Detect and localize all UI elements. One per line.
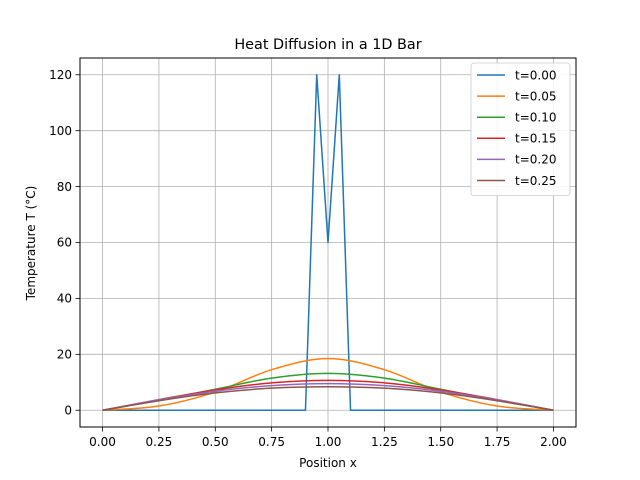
x-tick-label: 0.50 xyxy=(202,435,229,449)
y-axis-label: Temperature T (°C) xyxy=(24,186,38,302)
y-tick-label: 40 xyxy=(57,292,72,306)
legend-label: t=0.05 xyxy=(515,89,556,103)
series-line-t=0.05 xyxy=(102,357,554,411)
x-tick-label: 1.25 xyxy=(371,435,398,449)
y-tick-label: 60 xyxy=(57,236,72,250)
x-tick-label: 0.75 xyxy=(258,435,285,449)
x-tick-label: 1.50 xyxy=(427,435,454,449)
y-axis-ticks: 0 20 40 60 80 100 120 xyxy=(49,68,80,417)
x-tick-label: 1.75 xyxy=(484,435,511,449)
y-tick-label: 20 xyxy=(57,348,72,362)
legend-label: t=0.25 xyxy=(515,174,556,188)
series-line-t=0.25 xyxy=(102,386,554,411)
legend-label: t=0.20 xyxy=(515,153,556,167)
chart-title: Heat Diffusion in a 1D Bar xyxy=(234,37,421,53)
x-tick-label: 2.00 xyxy=(540,435,567,449)
legend: t=0.00 t=0.05 t=0.10 t=0.15 t=0.20 t=0.25 xyxy=(470,62,571,197)
series-line-t=0.20 xyxy=(102,382,554,411)
y-tick-label: 80 xyxy=(57,180,72,194)
legend-label: t=0.10 xyxy=(515,111,556,125)
x-tick-label: 0.00 xyxy=(89,435,116,449)
legend-label: t=0.00 xyxy=(515,68,556,82)
x-axis-label: Position x xyxy=(299,456,357,470)
legend-label: t=0.15 xyxy=(515,132,556,146)
y-tick-label: 0 xyxy=(64,403,72,417)
series-line-t=0.00 xyxy=(102,74,554,411)
y-tick-label: 100 xyxy=(49,124,72,138)
y-tick-label: 120 xyxy=(49,68,72,82)
x-axis-ticks: 0.00 0.25 0.50 0.75 1.00 1.25 1.50 1.75 2.00 xyxy=(89,427,567,449)
plot-series xyxy=(102,74,554,411)
x-tick-label: 1.00 xyxy=(315,435,342,449)
x-tick-label: 0.25 xyxy=(146,435,173,449)
